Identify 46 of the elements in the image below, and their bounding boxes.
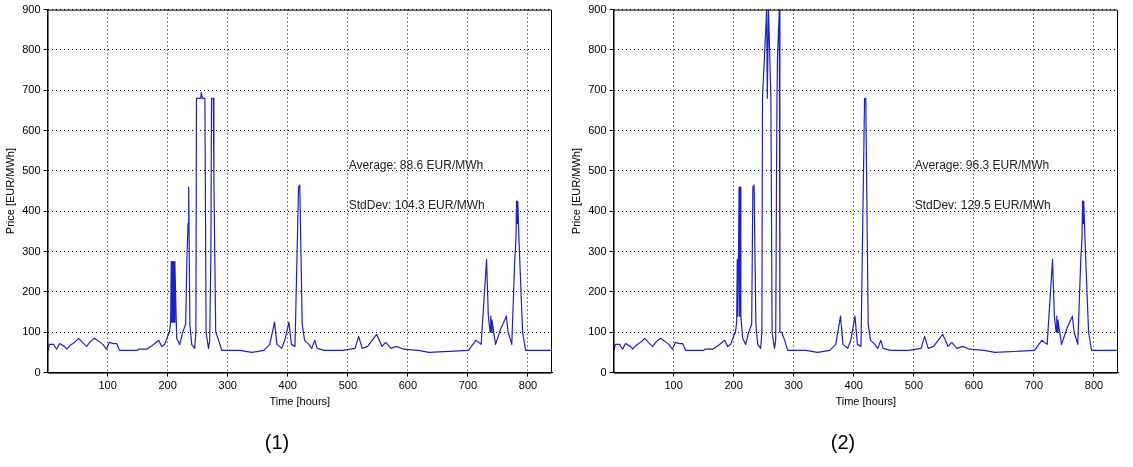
x-tick-label: 600 bbox=[964, 379, 984, 392]
x-tick-label: 200 bbox=[724, 379, 743, 392]
x-axis-title: Time [hours] bbox=[269, 395, 331, 408]
x-tick-label: 700 bbox=[458, 379, 478, 392]
y-tick-label: 800 bbox=[588, 42, 607, 55]
annotation: StdDev: 129.5 EUR/MWh bbox=[914, 197, 1051, 212]
y-tick-label: 900 bbox=[588, 2, 607, 15]
y-tick-label: 400 bbox=[588, 204, 607, 217]
y-tick-label: 100 bbox=[22, 325, 41, 338]
x-tick-label: 100 bbox=[664, 379, 683, 392]
y-tick-label: 400 bbox=[22, 204, 41, 217]
y-tick-label: 700 bbox=[588, 83, 607, 96]
y-tick-label: 700 bbox=[22, 83, 41, 96]
y-tick-label: 0 bbox=[600, 365, 607, 378]
y-tick-label: 300 bbox=[22, 244, 41, 257]
x-tick-label: 400 bbox=[278, 379, 297, 392]
y-tick-label: 600 bbox=[22, 123, 41, 136]
x-tick-label: 600 bbox=[398, 379, 418, 392]
x-tick-label: 100 bbox=[98, 379, 117, 392]
y-axis-title: Price [EUR/MWh] bbox=[3, 148, 16, 235]
x-tick-label: 700 bbox=[1024, 379, 1044, 392]
x-tick-label: 800 bbox=[1084, 379, 1104, 392]
annotation: Average: 96.3 EUR/MWh bbox=[914, 158, 1050, 172]
y-axis-title: Price [EUR/MWh] bbox=[569, 148, 582, 235]
x-tick-label: 400 bbox=[844, 379, 863, 392]
y-tick-label: 900 bbox=[22, 2, 41, 15]
annotation: Average: 88.6 EUR/MWh bbox=[348, 158, 484, 172]
y-tick-label: 100 bbox=[588, 325, 607, 338]
y-tick-label: 0 bbox=[34, 365, 41, 378]
y-tick-label: 200 bbox=[588, 284, 607, 297]
x-axis-title: Time [hours] bbox=[835, 395, 897, 408]
x-tick-label: 500 bbox=[904, 379, 923, 392]
y-tick-label: 800 bbox=[22, 42, 41, 55]
annotation: StdDev: 104.3 EUR/MWh bbox=[348, 197, 485, 212]
y-tick-label: 600 bbox=[588, 123, 607, 136]
y-tick-label: 500 bbox=[588, 163, 607, 176]
y-tick-label: 500 bbox=[22, 163, 41, 176]
x-tick-label: 300 bbox=[218, 379, 237, 392]
x-tick-label: 800 bbox=[518, 379, 538, 392]
x-tick-label: 500 bbox=[338, 379, 357, 392]
text: (1) bbox=[264, 430, 290, 453]
x-tick-label: 200 bbox=[158, 379, 177, 392]
x-tick-label: 300 bbox=[784, 379, 803, 392]
y-tick-label: 300 bbox=[588, 244, 607, 257]
text: (2) bbox=[830, 430, 856, 453]
y-tick-label: 200 bbox=[22, 284, 41, 297]
